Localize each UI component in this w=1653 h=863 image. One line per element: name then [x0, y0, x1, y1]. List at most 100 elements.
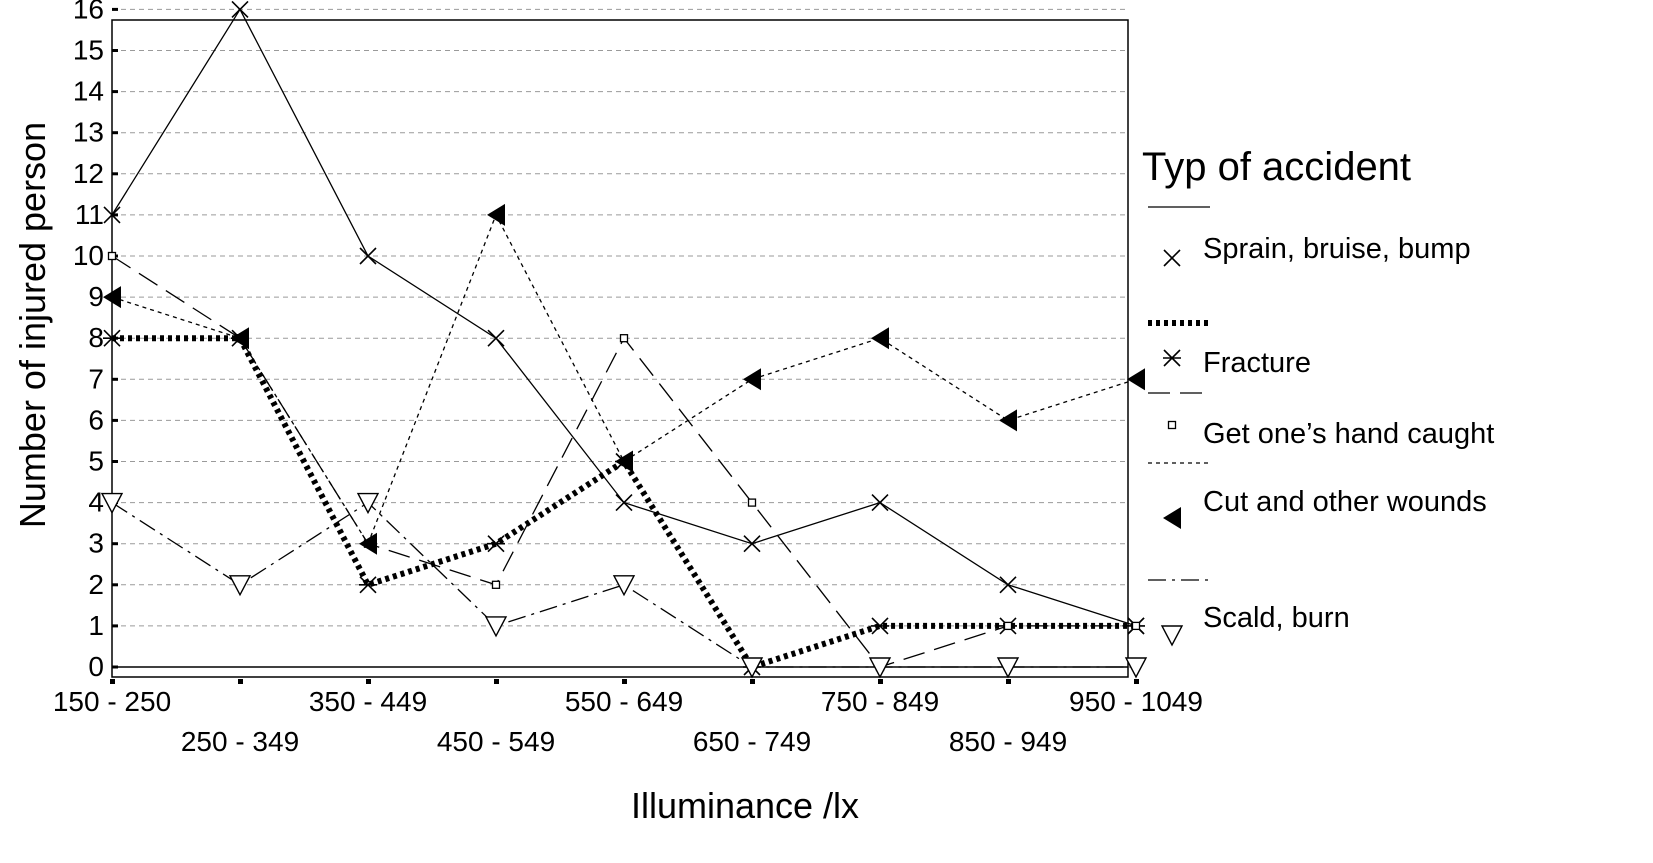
legend-item: Cut and other wounds: [1148, 462, 1487, 529]
legend-item: Scald, burn: [1148, 579, 1350, 647]
data-point: [231, 327, 249, 350]
data-point: [999, 409, 1017, 432]
x-tick-label: 250 - 349: [181, 726, 299, 757]
y-tick-label: 15: [73, 35, 104, 66]
series-group: [103, 0, 1145, 635]
legend-marker: [1163, 349, 1181, 367]
data-point: [103, 206, 121, 224]
x-tick-label: 650 - 749: [693, 726, 811, 757]
data-point: [1124, 657, 1148, 679]
x-tick-label: 550 - 649: [565, 686, 683, 717]
gridlines: [112, 8, 1128, 627]
data-point: [743, 535, 761, 553]
y-tick-label: 7: [88, 363, 104, 394]
y-axis-title: Number of injured person: [12, 122, 53, 528]
series-group: [100, 492, 1148, 679]
data-point: [996, 657, 1020, 679]
data-point: [999, 576, 1017, 594]
data-point: [615, 450, 633, 473]
data-point: [100, 492, 124, 515]
y-tick-label: 10: [73, 240, 104, 271]
legend-label: Get one’s hand caught: [1203, 418, 1494, 450]
series-line: [111, 213, 1137, 546]
x-tick-label: 450 - 549: [437, 726, 555, 757]
x-tick-mark: [1006, 679, 1011, 684]
plot-frame: [111, 19, 1129, 678]
series-group: [103, 203, 1145, 555]
x-tick-label: 350 - 449: [309, 686, 427, 717]
y-tick-label: 14: [73, 76, 104, 107]
series-line: [111, 501, 1136, 668]
legend-title: Typ of accident: [1142, 145, 1411, 189]
data-point: [103, 329, 121, 347]
legend-item: Sprain, bruise, bump: [1148, 206, 1471, 267]
x-tick-label: 750 - 849: [821, 686, 939, 717]
data-point: [228, 575, 252, 597]
y-tick-label: 6: [88, 404, 104, 435]
data-point: [491, 580, 501, 589]
data-point: [871, 494, 889, 512]
legend-label: Scald, burn: [1203, 602, 1350, 634]
y-tick-label: 13: [73, 117, 104, 148]
legend: Typ of accident Sprain, bruise, bump Frac…: [1142, 145, 1494, 647]
data-point: [615, 494, 633, 512]
legend-marker: [1163, 507, 1181, 529]
series-line: [111, 8, 1137, 627]
data-point: [747, 498, 757, 507]
data-point: [1127, 368, 1145, 391]
data-point: [231, 0, 249, 18]
data-point: [487, 535, 505, 553]
data-point: [359, 532, 377, 555]
data-point: [1131, 621, 1141, 631]
data-point: [740, 657, 764, 679]
x-tick-label: 150 - 250: [53, 686, 171, 717]
data-point: [359, 576, 377, 594]
legend-marker: [1167, 420, 1177, 430]
y-tick-label: 2: [88, 569, 104, 600]
y-tick-label: 1: [88, 610, 104, 641]
data-point: [612, 575, 636, 597]
y-tick-label: 16: [73, 0, 104, 24]
data-point: [743, 368, 761, 391]
y-tick-label: 4: [88, 487, 104, 518]
data-point: [487, 203, 505, 226]
x-axis-title: Illuminance /lx: [631, 785, 859, 826]
y-tick-label: 11: [75, 199, 104, 230]
y-tick-label: 8: [88, 322, 104, 353]
series: [100, 0, 1148, 679]
legend-label: Sprain, bruise, bump: [1203, 233, 1471, 265]
data-point: [487, 329, 505, 347]
x-tick-mark: [1134, 679, 1139, 684]
legend-label: Cut and other wounds: [1203, 486, 1487, 518]
y-tick-label: 5: [88, 446, 104, 477]
series-line: [112, 335, 1136, 671]
data-point: [484, 616, 508, 638]
x-tick-label: 850 - 949: [949, 726, 1067, 757]
data-point: [619, 334, 629, 343]
legend-marker: [1163, 249, 1181, 267]
data-point: [359, 247, 377, 265]
y-tick-label: 0: [88, 651, 104, 682]
y-tick-label: 12: [73, 158, 104, 189]
legend-item: Get one’s hand caught: [1148, 392, 1494, 450]
x-tick-mark: [750, 679, 755, 684]
data-point: [103, 286, 121, 309]
y-tick-label: 9: [88, 281, 104, 312]
data-point: [1003, 621, 1013, 631]
x-tick-mark: [494, 679, 499, 684]
data-point: [107, 251, 117, 261]
y-tick-label: 3: [88, 528, 104, 559]
legend-marker: [1160, 625, 1184, 647]
x-tick-mark: [878, 679, 883, 684]
x-tick-label: 950 - 1049: [1069, 686, 1203, 717]
x-tick-mark: [238, 679, 243, 684]
x-tick-mark: [366, 679, 371, 684]
legend-item: Fracture: [1148, 320, 1311, 379]
data-point: [871, 617, 889, 635]
data-point: [356, 492, 380, 515]
x-tick-mark: [110, 679, 115, 684]
x-tick-mark: [622, 679, 627, 684]
legend-label: Fracture: [1203, 347, 1311, 379]
